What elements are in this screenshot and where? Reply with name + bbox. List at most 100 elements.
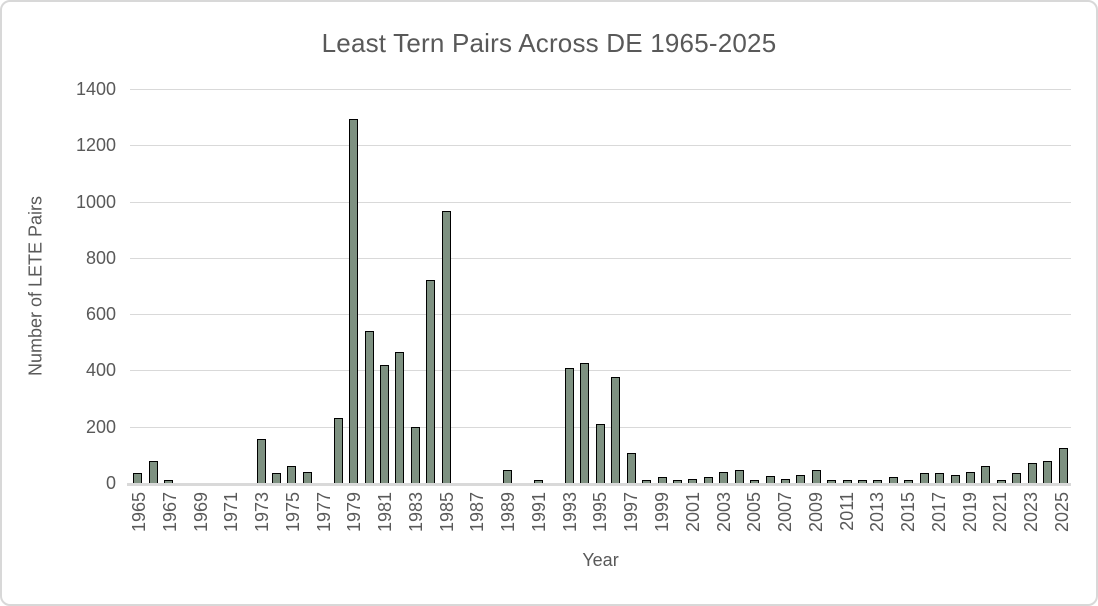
bar-cell-2011 bbox=[839, 89, 854, 483]
bar-cell-1992 bbox=[546, 89, 561, 483]
bar-cell-2007 bbox=[778, 89, 793, 483]
bar-1996 bbox=[611, 377, 621, 483]
x-tick-label: 1993 bbox=[559, 492, 580, 533]
bar-cell-1965 bbox=[130, 89, 145, 483]
x-tick-label: 1969 bbox=[190, 492, 211, 533]
x-axis-tick-labels: 1965 1967 1969 1971 1973 1975 1977 1979 1981 1983… bbox=[129, 492, 1072, 544]
bar-cell-1998 bbox=[639, 89, 654, 483]
bar-cell-1990 bbox=[516, 89, 531, 483]
x-tick-cell-2011: 2011 bbox=[836, 492, 857, 544]
x-tick-label: 2019 bbox=[959, 492, 980, 533]
bar-cell-1984 bbox=[423, 89, 438, 483]
bar-cell-2000 bbox=[670, 89, 685, 483]
bar-cell-2010 bbox=[824, 89, 839, 483]
x-tick-cell-2005: 2005 bbox=[744, 492, 764, 544]
x-tick-cell-1992 bbox=[548, 492, 561, 544]
bar-cell-1971 bbox=[223, 89, 238, 483]
x-tick-cell-2010 bbox=[825, 492, 838, 544]
bar-1993 bbox=[565, 367, 575, 483]
x-tick-label: 1975 bbox=[282, 492, 303, 533]
x-tick-cell-2008 bbox=[794, 492, 807, 544]
bar-1967 bbox=[164, 480, 174, 483]
x-tick-cell-1989: 1989 bbox=[498, 492, 518, 544]
bar-2016 bbox=[919, 473, 929, 483]
bar-cell-2013 bbox=[870, 89, 885, 483]
x-tick-label: 2011 bbox=[836, 492, 857, 531]
bar-cell-2012 bbox=[855, 89, 870, 483]
x-tick-label: 1979 bbox=[344, 492, 365, 533]
x-tick-cell-2025: 2025 bbox=[1052, 492, 1072, 544]
x-tick-cell-1993: 1993 bbox=[559, 492, 580, 544]
bar-2010 bbox=[827, 480, 837, 483]
bar-cell-1995 bbox=[593, 89, 608, 483]
x-tick-label: 1985 bbox=[436, 492, 457, 533]
x-tick-cell-1968 bbox=[179, 492, 192, 544]
bar-cell-1986 bbox=[454, 89, 469, 483]
bar-cell-1969 bbox=[192, 89, 207, 483]
bar-2022 bbox=[1012, 473, 1022, 483]
x-tick-label: 1967 bbox=[159, 492, 180, 533]
x-tick-cell-1976 bbox=[302, 492, 315, 544]
bar-1991 bbox=[534, 480, 544, 483]
bar-cell-1996 bbox=[608, 89, 623, 483]
bar-2009 bbox=[811, 470, 821, 483]
bar-1983 bbox=[410, 426, 420, 483]
x-tick-cell-2016 bbox=[917, 492, 930, 544]
bar-cell-2016 bbox=[917, 89, 932, 483]
bar-1976 bbox=[302, 471, 312, 483]
x-axis-line bbox=[127, 483, 1071, 486]
bar-2001 bbox=[688, 478, 698, 483]
bar-cell-2008 bbox=[793, 89, 808, 483]
bar-2023 bbox=[1027, 463, 1037, 483]
x-tick-label: 1965 bbox=[129, 492, 149, 533]
bar-1981 bbox=[379, 364, 389, 483]
bar-cell-2009 bbox=[809, 89, 824, 483]
bar-cell-2015 bbox=[901, 89, 916, 483]
bar-1985 bbox=[441, 211, 451, 483]
x-tick-cell-2013: 2013 bbox=[867, 492, 887, 544]
x-tick-cell-2003: 2003 bbox=[714, 492, 734, 544]
x-tick-label: 1977 bbox=[313, 492, 334, 533]
bar-cell-1972 bbox=[238, 89, 253, 483]
bar-1973 bbox=[256, 439, 266, 483]
bar-cell-1987 bbox=[469, 89, 484, 483]
x-tick-cell-1995: 1995 bbox=[590, 492, 610, 544]
x-tick-cell-2018 bbox=[948, 492, 961, 544]
bar-1995 bbox=[595, 423, 605, 483]
x-tick-cell-1981: 1981 bbox=[375, 492, 395, 544]
x-tick-cell-2007: 2007 bbox=[775, 492, 795, 544]
bar-cell-2018 bbox=[947, 89, 962, 483]
x-tick-label: 1991 bbox=[528, 492, 549, 533]
bar-2005 bbox=[750, 480, 760, 483]
bar-2017 bbox=[935, 473, 945, 483]
x-tick-cell-1973: 1973 bbox=[252, 492, 272, 544]
x-tick-label: 2015 bbox=[898, 492, 919, 533]
bar-cell-2023 bbox=[1024, 89, 1039, 483]
x-tick-cell-2017: 2017 bbox=[928, 492, 949, 544]
y-tick-label: 1000 bbox=[75, 191, 116, 212]
y-tick-label: 1400 bbox=[75, 79, 116, 99]
bar-2020 bbox=[981, 466, 991, 483]
x-tick-cell-2021: 2021 bbox=[990, 492, 1010, 544]
bar-1982 bbox=[395, 352, 405, 483]
x-tick-cell-2023: 2023 bbox=[1021, 492, 1041, 544]
bar-cell-1976 bbox=[300, 89, 315, 483]
bar-1980 bbox=[364, 331, 374, 483]
bar-cell-2025 bbox=[1055, 89, 1070, 483]
x-tick-cell-1969: 1969 bbox=[190, 492, 211, 544]
x-tick-label: 2017 bbox=[928, 492, 949, 533]
bar-cell-2020 bbox=[978, 89, 993, 483]
x-tick-label: 2001 bbox=[682, 492, 703, 533]
x-tick-label: 1987 bbox=[467, 492, 488, 533]
bar-cell-1981 bbox=[377, 89, 392, 483]
x-tick-cell-1985: 1985 bbox=[436, 492, 457, 544]
y-tick-label: 0 bbox=[105, 473, 116, 493]
bar-2014 bbox=[888, 477, 898, 483]
x-tick-cell-1991: 1991 bbox=[528, 492, 549, 544]
bar-1997 bbox=[626, 453, 636, 483]
bar-1998 bbox=[642, 480, 652, 483]
gridline bbox=[130, 314, 1071, 316]
bar-1975 bbox=[287, 466, 297, 483]
bar-2018 bbox=[950, 474, 960, 483]
